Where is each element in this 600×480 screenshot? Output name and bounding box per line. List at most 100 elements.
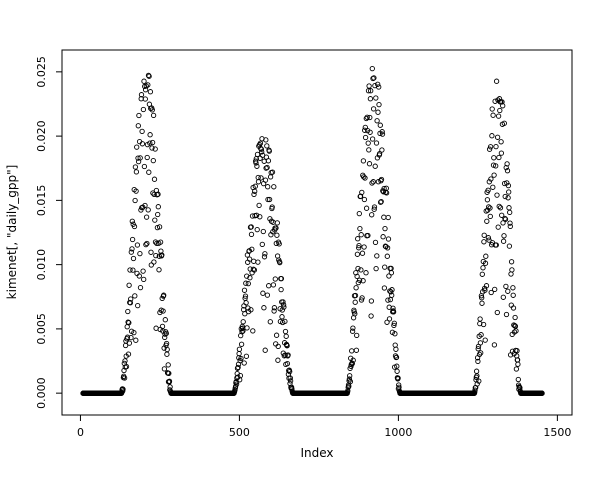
data-point	[162, 317, 168, 323]
data-point	[363, 205, 370, 211]
data-point	[353, 285, 359, 291]
data-point	[503, 283, 509, 290]
data-point	[155, 191, 161, 197]
data-point	[123, 363, 130, 370]
data-point	[240, 328, 246, 334]
data-point	[241, 360, 247, 366]
data-point	[254, 163, 260, 169]
data-point	[371, 206, 377, 212]
data-point	[365, 232, 371, 239]
data-point	[509, 267, 515, 273]
data-point	[257, 140, 264, 146]
data-point	[393, 354, 400, 360]
data-point	[354, 251, 361, 257]
data-point	[379, 147, 385, 153]
data-point	[391, 322, 397, 329]
data-point	[233, 381, 240, 387]
data-point	[129, 246, 135, 252]
data-point	[347, 373, 353, 379]
data-point	[258, 145, 264, 152]
data-point	[125, 351, 132, 357]
data-point	[375, 109, 381, 115]
data-point	[356, 245, 362, 251]
data-point	[487, 144, 494, 150]
data-point	[159, 323, 166, 330]
data-point	[539, 390, 545, 396]
data-point	[265, 158, 272, 164]
data-point	[352, 299, 358, 305]
data-point	[354, 332, 360, 339]
data-point	[382, 264, 388, 270]
data-point	[486, 146, 493, 152]
data-point	[515, 361, 521, 367]
data-point	[513, 366, 520, 372]
data-point	[248, 307, 254, 313]
data-point	[261, 305, 267, 311]
data-point	[379, 131, 386, 137]
data-point	[168, 390, 174, 396]
data-point	[135, 155, 141, 161]
data-point	[274, 220, 280, 226]
data-point	[160, 308, 166, 314]
data-point	[266, 283, 272, 289]
data-point	[363, 115, 369, 122]
data-point	[239, 329, 245, 335]
data-point	[349, 360, 355, 367]
data-point	[167, 384, 173, 390]
data-point	[369, 65, 375, 72]
data-point	[504, 180, 510, 186]
data-point	[134, 242, 141, 248]
data-point	[505, 182, 512, 189]
data-point	[373, 265, 379, 272]
data-point	[346, 376, 353, 382]
data-point	[486, 179, 492, 185]
data-point	[164, 346, 170, 353]
data-point	[128, 249, 134, 255]
data-point	[500, 238, 507, 244]
data-point	[371, 75, 377, 81]
data-point	[252, 188, 258, 194]
data-point	[156, 224, 163, 230]
data-point	[121, 367, 127, 374]
data-point	[350, 357, 356, 363]
data-point	[261, 158, 267, 164]
data-point	[270, 282, 277, 288]
data-point	[275, 343, 281, 350]
data-point	[394, 368, 400, 374]
data-point	[372, 163, 378, 169]
data-point	[381, 285, 388, 291]
data-point	[161, 292, 167, 298]
data-point	[283, 333, 289, 339]
data-point	[265, 196, 271, 203]
data-point	[127, 300, 134, 306]
data-point	[491, 172, 497, 178]
data-point	[150, 157, 156, 164]
data-point	[255, 259, 261, 265]
data-point	[360, 278, 366, 284]
data-point	[490, 112, 496, 118]
data-point	[381, 214, 387, 220]
data-point	[382, 225, 388, 232]
data-point	[124, 334, 131, 340]
data-point	[498, 150, 505, 156]
data-point	[356, 277, 363, 283]
data-point	[290, 390, 296, 396]
data-point	[489, 133, 495, 139]
data-point	[254, 151, 261, 158]
data-point	[135, 302, 141, 309]
data-point	[374, 118, 380, 124]
data-point	[369, 212, 375, 218]
data-point	[495, 224, 501, 230]
data-point	[356, 210, 362, 217]
data-point	[501, 233, 507, 239]
y-axis-title: kimenet[, "daily_gpp"]	[5, 165, 19, 300]
data-point	[395, 375, 401, 381]
data-point	[491, 155, 497, 161]
data-point	[282, 328, 289, 335]
data-point	[135, 123, 141, 129]
data-point	[391, 320, 397, 326]
y-tick-label: 0.000	[35, 377, 48, 409]
y-tick-label: 0.025	[35, 56, 48, 88]
data-point	[518, 390, 524, 396]
